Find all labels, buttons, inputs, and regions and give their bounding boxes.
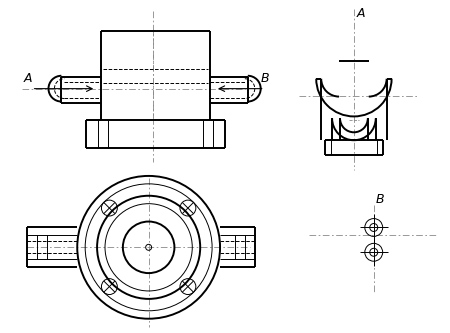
Text: B: B	[376, 193, 384, 206]
Text: A: A	[357, 7, 365, 20]
Text: B: B	[261, 72, 270, 85]
Text: A: A	[24, 72, 32, 85]
